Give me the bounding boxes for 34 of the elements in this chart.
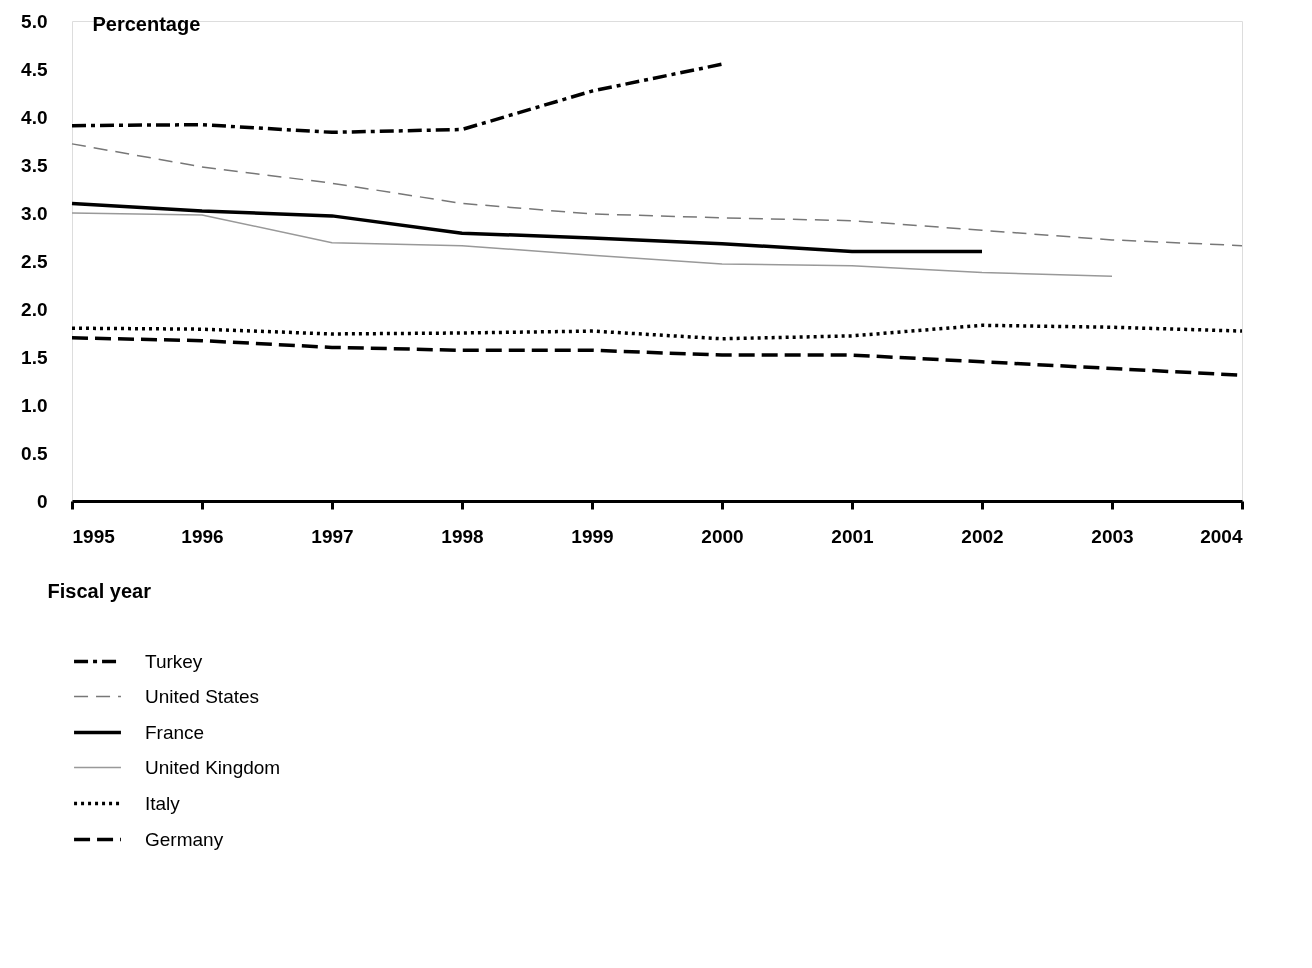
y-tick-label: 2.5: [21, 250, 48, 272]
x-tick-label: 2001: [831, 525, 875, 547]
line-series: [70, 62, 724, 135]
y-tick-label: 1.5: [21, 346, 48, 368]
y-tick-label: 4.0: [21, 106, 48, 128]
x-tick-label: 1999: [571, 525, 614, 547]
x-tick-label: 2003: [1091, 525, 1134, 547]
x-tick-label: 1995: [72, 525, 116, 547]
x-axis-title: Fiscal year: [47, 579, 152, 602]
y-tick-label: 5.0: [21, 10, 48, 32]
y-tick-label: 0.5: [21, 442, 48, 464]
legend-label: Italy: [145, 792, 181, 814]
legend-label: France: [145, 721, 205, 743]
x-tick-label: 1998: [441, 525, 484, 547]
y-tick-label: 3.5: [21, 154, 48, 176]
x-tick-label: 2002: [961, 525, 1004, 547]
x-tick-label: 1997: [311, 525, 354, 547]
y-tick-label: 0: [36, 490, 48, 512]
x-tick-label: 2000: [701, 525, 744, 547]
legend-label: United Kingdom: [145, 756, 281, 778]
legend-label: Turkey: [145, 650, 203, 672]
y-axis-title: Percentage: [92, 12, 201, 35]
y-tick-label: 1.0: [21, 394, 48, 416]
line-series: [70, 201, 984, 254]
y-tick-label: 3.0: [21, 202, 48, 224]
line-series: [70, 323, 1244, 341]
x-tick-label: 1996: [181, 525, 224, 547]
y-tick-label: 2.0: [21, 298, 48, 320]
legend-label: United States: [145, 685, 260, 707]
line-series: [71, 212, 1113, 278]
y-tick-label: 4.5: [21, 58, 48, 80]
x-tick-label: 2004: [1200, 525, 1243, 547]
line-series: [71, 143, 1243, 247]
legend-label: Germany: [145, 828, 224, 850]
